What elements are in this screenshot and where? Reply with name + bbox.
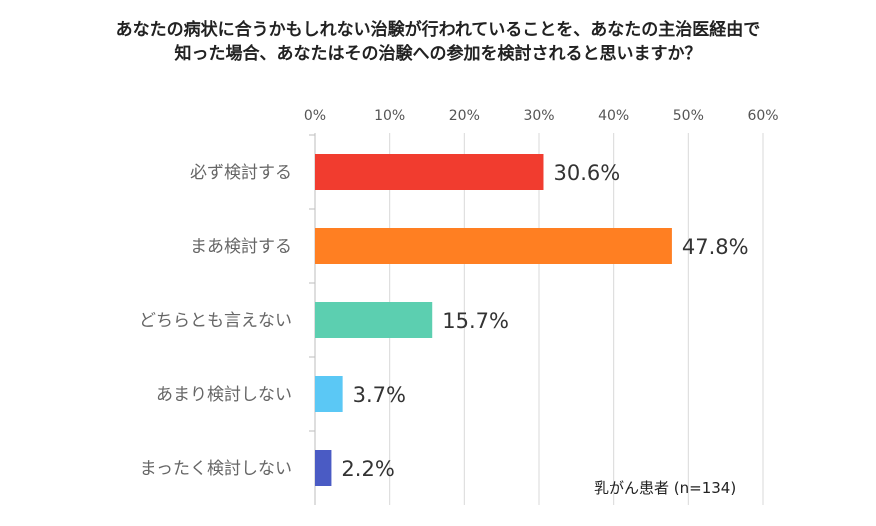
bar bbox=[315, 376, 343, 412]
x-tick-label: 20% bbox=[449, 108, 480, 124]
category-label: どちらとも言えない bbox=[139, 311, 292, 331]
x-tick-label: 50% bbox=[673, 108, 704, 124]
value-label: 15.7% bbox=[442, 309, 509, 333]
value-label: 2.2% bbox=[341, 457, 394, 481]
x-tick-label: 60% bbox=[747, 108, 778, 124]
category-label: 必ず検討する bbox=[190, 163, 292, 183]
title-line-2: 知った場合、あなたはその治験への参加を検討されると思いますか？ bbox=[174, 44, 702, 64]
category-label: あまり検討しない bbox=[156, 385, 292, 405]
sample-note: 乳がん患者 (n=134) bbox=[594, 479, 737, 497]
bar bbox=[315, 450, 332, 486]
title-line-1: あなたの病状に合うかもしれない治験が行われていることを、あなたの主治医経由で bbox=[115, 20, 761, 40]
x-tick-label: 10% bbox=[374, 108, 405, 124]
bar bbox=[315, 154, 544, 190]
x-tick-label: 0% bbox=[304, 108, 326, 124]
chart-title: あなたの病状に合うかもしれない治験が行われていることを、あなたの主治医経由で 知… bbox=[0, 18, 876, 66]
value-label: 47.8% bbox=[682, 235, 749, 259]
value-label: 30.6% bbox=[553, 161, 620, 185]
x-tick-label: 30% bbox=[523, 108, 554, 124]
value-label: 3.7% bbox=[353, 383, 406, 407]
x-tick-label: 40% bbox=[598, 108, 629, 124]
bar bbox=[315, 302, 433, 338]
bar bbox=[315, 228, 672, 264]
category-label: まあ検討する bbox=[190, 237, 292, 257]
category-label: まったく検討しない bbox=[140, 459, 292, 479]
